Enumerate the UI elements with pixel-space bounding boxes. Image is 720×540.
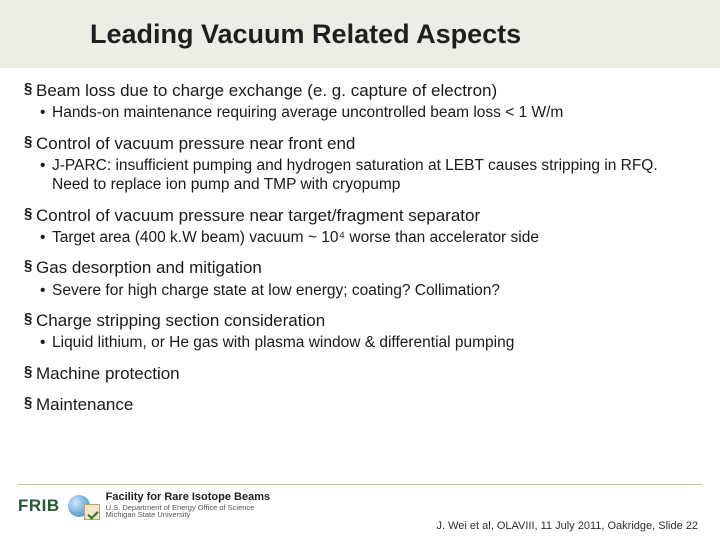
section-beam-loss: Beam loss due to charge exchange (e. g. … (24, 80, 696, 123)
section-head: Beam loss due to charge exchange (e. g. … (24, 80, 696, 101)
section-maintenance: Maintenance (24, 394, 696, 415)
facility-name: Facility for Rare Isotope Beams (106, 492, 270, 504)
footer-divider (18, 484, 702, 485)
section-head: Maintenance (24, 394, 696, 415)
frib-logo-text: FRIB (18, 496, 60, 516)
section-gas-desorption: Gas desorption and mitigation Severe for… (24, 257, 696, 300)
section-head: Gas desorption and mitigation (24, 257, 696, 278)
section-head: Charge stripping section consideration (24, 310, 696, 331)
page-title: Leading Vacuum Related Aspects (90, 19, 521, 50)
footer-left: FRIB Facility for Rare Isotope Beams U.S… (18, 492, 270, 519)
section-target-separator: Control of vacuum pressure near target/f… (24, 205, 696, 248)
section-head: Machine protection (24, 363, 696, 384)
facility-text: Facility for Rare Isotope Beams U.S. Dep… (106, 492, 270, 519)
section-sub: Target area (400 k.W beam) vacuum ~ 10⁴ … (24, 228, 696, 247)
content-area: Beam loss due to charge exchange (e. g. … (0, 68, 720, 415)
header-band: Leading Vacuum Related Aspects (0, 0, 720, 68)
section-sub: J-PARC: insufficient pumping and hydroge… (24, 156, 696, 195)
section-head: Control of vacuum pressure near front en… (24, 133, 696, 154)
section-charge-stripping: Charge stripping section consideration L… (24, 310, 696, 353)
footer: FRIB Facility for Rare Isotope Beams U.S… (0, 484, 720, 540)
facility-icon (68, 493, 98, 519)
section-head: Control of vacuum pressure near target/f… (24, 205, 696, 226)
section-front-end: Control of vacuum pressure near front en… (24, 133, 696, 195)
section-sub: Severe for high charge state at low ener… (24, 281, 696, 300)
section-sub: Hands-on maintenance requiring average u… (24, 103, 696, 122)
facility-subline-2: Michigan State University (106, 511, 270, 519)
section-sub: Liquid lithium, or He gas with plasma wi… (24, 333, 696, 352)
check-icon (84, 504, 100, 520)
footer-citation: J. Wei et al, OLAVIII, 11 July 2011, Oak… (437, 520, 699, 532)
section-machine-protection: Machine protection (24, 363, 696, 384)
